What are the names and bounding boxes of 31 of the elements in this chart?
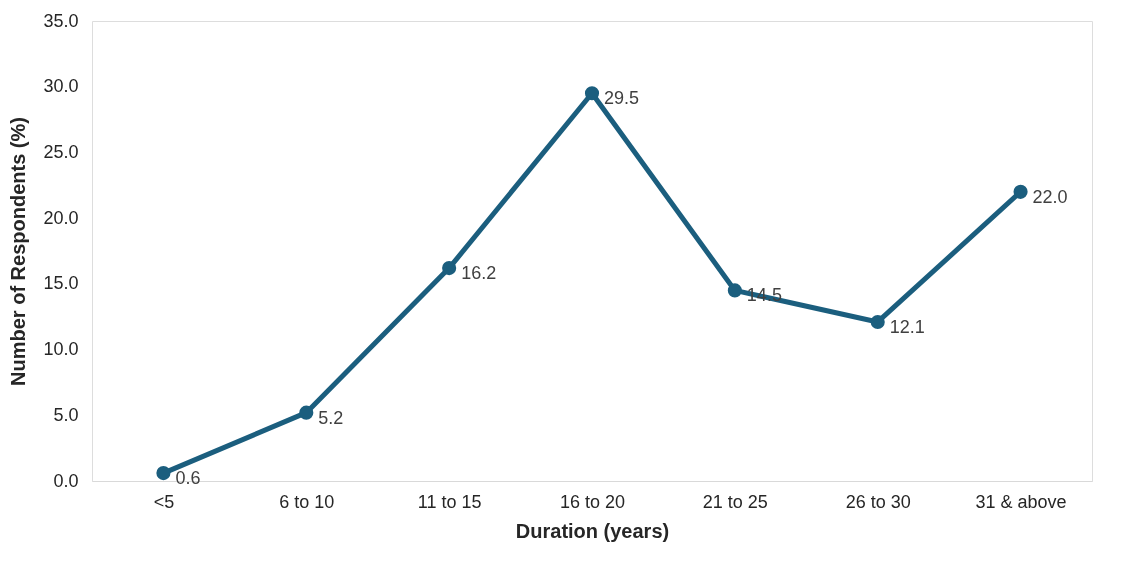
y-tick-label: 0.0 bbox=[53, 470, 79, 491]
x-tick-label: 26 to 30 bbox=[845, 491, 911, 512]
point bbox=[1013, 184, 1028, 199]
x-tick-label: 11 to 15 bbox=[417, 491, 482, 512]
data-label: 14.5 bbox=[746, 285, 782, 306]
point bbox=[870, 314, 885, 330]
y-tick-label: 20.0 bbox=[43, 207, 79, 228]
y-tick-label: 30.0 bbox=[43, 76, 79, 97]
y-tick-label: 5.0 bbox=[53, 404, 79, 425]
y-axis-title: Number of Respondents (%) bbox=[7, 117, 30, 386]
x-axis-title: Duration (years) bbox=[515, 519, 670, 542]
x-tick-label: 31 & above bbox=[975, 491, 1067, 512]
point bbox=[299, 405, 314, 420]
data-label: 29.5 bbox=[604, 88, 640, 109]
point bbox=[584, 86, 600, 101]
data-label: 22.0 bbox=[1032, 186, 1068, 207]
y-tick-label: 10.0 bbox=[43, 339, 79, 360]
data-label: 12.1 bbox=[889, 316, 925, 337]
point bbox=[727, 283, 742, 298]
y-tick-label: 25.0 bbox=[43, 141, 79, 162]
x-tick-label: 6 to 10 bbox=[279, 491, 335, 512]
point bbox=[156, 466, 171, 481]
x-tick-label: 16 to 20 bbox=[559, 491, 626, 512]
y-tick-label: 15.0 bbox=[43, 273, 79, 294]
x-tick-label: 21 to 25 bbox=[702, 491, 768, 512]
y-tick-label: 35.0 bbox=[43, 10, 79, 31]
x-tick-label: <5 bbox=[153, 491, 175, 512]
data-label: 16.2 bbox=[461, 263, 497, 284]
data-label: 5.2 bbox=[318, 407, 344, 428]
point bbox=[442, 261, 457, 276]
data-label: 0.6 bbox=[175, 468, 201, 489]
